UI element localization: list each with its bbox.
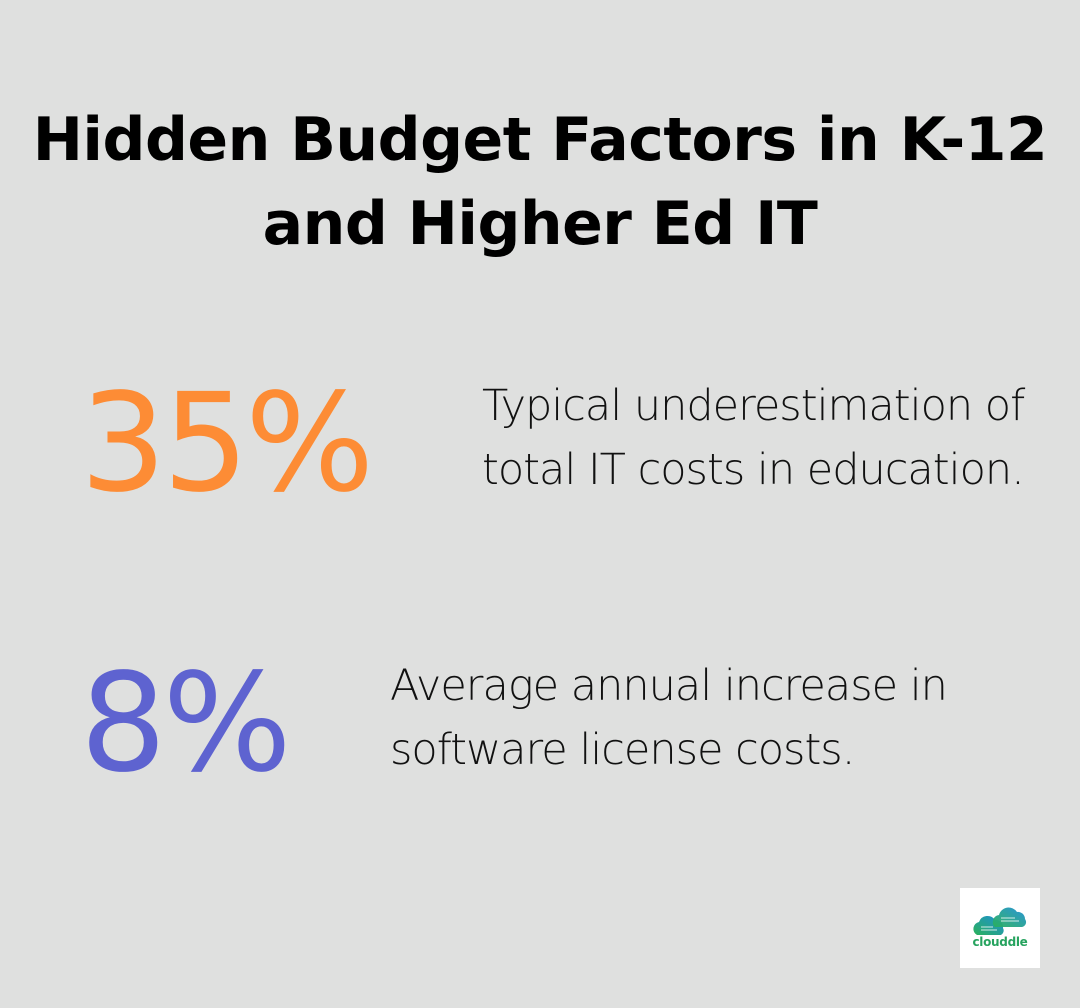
stat-description-underestimation: Typical underestimation of total IT cost… bbox=[482, 381, 1025, 495]
stat-description-license-increase: Average annual increase in software lice… bbox=[390, 661, 948, 775]
cloud-icon bbox=[973, 907, 1027, 935]
clouddle-logo: clouddle bbox=[960, 888, 1040, 968]
stat-value-underestimation: 35% bbox=[80, 365, 374, 523]
stat-value-license-increase: 8% bbox=[80, 645, 292, 803]
logo-text: clouddle bbox=[972, 935, 1028, 949]
page-title: Hidden Budget Factors in K-12 and Higher… bbox=[32, 105, 1048, 259]
